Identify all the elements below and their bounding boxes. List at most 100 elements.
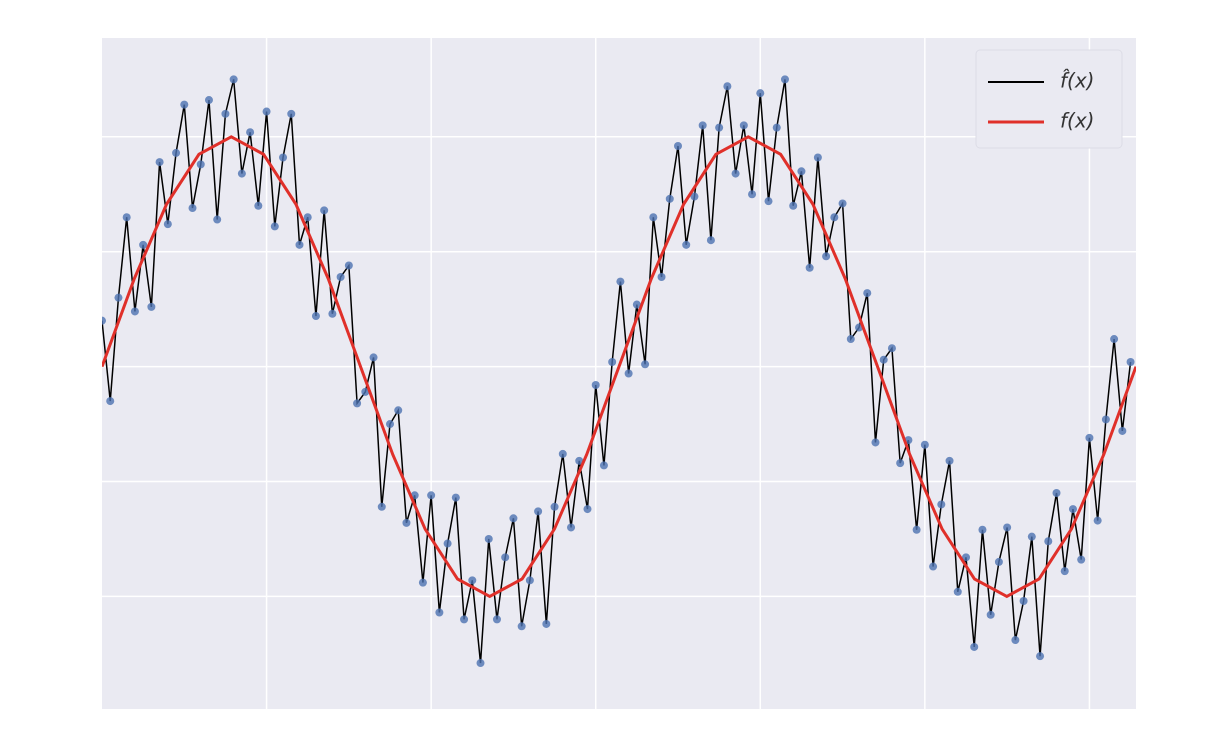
data-point <box>706 236 715 245</box>
data-point <box>1052 488 1061 497</box>
data-point <box>550 502 559 511</box>
data-point <box>492 615 501 624</box>
data-point <box>641 360 650 369</box>
data-point <box>649 213 658 222</box>
data-point <box>583 505 592 514</box>
data-point <box>311 312 320 321</box>
data-point <box>871 438 880 447</box>
data-point <box>698 121 707 130</box>
data-point <box>1019 596 1028 605</box>
data-point <box>385 420 394 429</box>
series-line <box>102 135 1136 599</box>
data-point <box>953 587 962 596</box>
data-point <box>501 553 510 562</box>
data-point <box>394 406 403 415</box>
data-point <box>106 397 115 406</box>
data-point <box>279 153 288 162</box>
data-point <box>1101 415 1110 424</box>
data-point <box>887 344 896 353</box>
data-point <box>986 610 995 619</box>
data-point <box>353 399 362 408</box>
legend-label: f̂(x) <box>1060 69 1094 93</box>
data-point <box>542 619 551 628</box>
data-point <box>632 300 641 309</box>
data-point <box>558 449 567 458</box>
plot-content <box>102 75 1136 668</box>
data-point <box>204 96 213 105</box>
data-point <box>369 353 378 362</box>
data-point <box>599 461 608 470</box>
data-point <box>443 539 452 548</box>
data-point <box>336 272 345 281</box>
legend-label: f(x) <box>1060 109 1094 133</box>
data-point <box>287 109 296 118</box>
data-point <box>1093 516 1102 525</box>
data-point <box>402 518 411 527</box>
data-point <box>517 622 526 631</box>
data-point <box>237 169 246 178</box>
data-point <box>929 562 938 571</box>
data-point <box>1110 335 1119 344</box>
data-point <box>945 456 954 465</box>
data-point <box>682 240 691 249</box>
data-point <box>344 261 353 270</box>
data-point <box>509 514 518 523</box>
data-point <box>608 358 617 367</box>
data-point <box>805 263 814 272</box>
data-point <box>427 491 436 500</box>
data-point <box>1036 652 1045 661</box>
data-point <box>139 240 148 249</box>
data-point <box>937 500 946 509</box>
data-point <box>484 534 493 543</box>
data-point <box>748 190 757 199</box>
data-point <box>534 507 543 516</box>
data-point <box>451 493 460 502</box>
data-point <box>780 75 789 84</box>
data-point <box>715 123 724 132</box>
data-point <box>229 75 238 84</box>
data-point <box>616 277 625 286</box>
data-point <box>690 192 699 201</box>
data-point <box>303 213 312 222</box>
data-point <box>789 201 798 210</box>
data-point <box>172 148 181 157</box>
data-point <box>920 440 929 449</box>
data-point <box>772 123 781 132</box>
data-point <box>1060 567 1069 576</box>
data-point <box>147 302 156 311</box>
series-line <box>102 79 1132 664</box>
data-point <box>180 100 189 109</box>
data-point <box>970 642 979 651</box>
data-point <box>1126 358 1135 367</box>
data-point <box>1068 505 1077 514</box>
data-point <box>295 240 304 249</box>
data-point <box>476 659 485 668</box>
data-point <box>525 576 534 585</box>
data-point <box>1044 537 1053 546</box>
data-point <box>731 169 740 178</box>
data-point <box>567 523 576 532</box>
data-point <box>723 82 732 91</box>
data-point <box>797 167 806 176</box>
data-point <box>575 456 584 465</box>
data-point <box>624 369 633 378</box>
data-point <box>102 316 106 325</box>
data-point <box>361 387 370 396</box>
data-point <box>468 576 477 585</box>
plot-area <box>102 38 1136 709</box>
data-point <box>130 307 139 316</box>
data-point <box>254 201 263 210</box>
data-point <box>114 293 123 302</box>
data-point <box>756 89 765 98</box>
data-point <box>188 204 197 213</box>
data-point <box>1027 532 1036 541</box>
data-point <box>838 199 847 208</box>
data-point <box>163 220 172 229</box>
data-point <box>1118 426 1127 435</box>
data-point <box>328 309 337 318</box>
data-point <box>994 557 1003 566</box>
data-point <box>1003 523 1012 532</box>
legend-box <box>975 49 1123 149</box>
data-point <box>863 289 872 298</box>
